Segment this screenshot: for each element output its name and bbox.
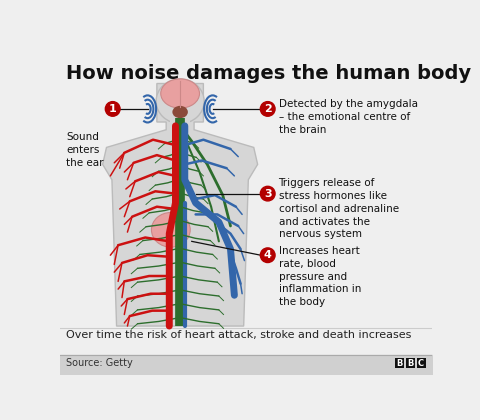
Circle shape bbox=[260, 186, 275, 201]
Ellipse shape bbox=[161, 79, 200, 108]
Ellipse shape bbox=[152, 213, 190, 247]
Circle shape bbox=[105, 102, 120, 116]
Ellipse shape bbox=[156, 79, 204, 123]
Text: Detected by the amygdala
– the emotional centre of
the brain: Detected by the amygdala – the emotional… bbox=[278, 99, 418, 134]
Text: Source: Getty: Source: Getty bbox=[66, 358, 133, 368]
Text: 2: 2 bbox=[264, 104, 272, 114]
Text: Over time the risk of heart attack, stroke and death increases: Over time the risk of heart attack, stro… bbox=[66, 330, 411, 340]
FancyBboxPatch shape bbox=[406, 358, 415, 368]
Ellipse shape bbox=[172, 106, 188, 118]
Text: 4: 4 bbox=[264, 250, 272, 260]
Text: Sound
enters
the ear: Sound enters the ear bbox=[66, 132, 104, 168]
Circle shape bbox=[260, 102, 275, 116]
Text: C: C bbox=[418, 359, 424, 368]
FancyBboxPatch shape bbox=[417, 358, 426, 368]
FancyBboxPatch shape bbox=[395, 358, 404, 368]
Text: 1: 1 bbox=[109, 104, 117, 114]
Text: B: B bbox=[396, 359, 403, 368]
Text: B: B bbox=[407, 359, 413, 368]
Text: Increases heart
rate, blood
pressure and
inflammation in
the body: Increases heart rate, blood pressure and… bbox=[278, 246, 361, 307]
Circle shape bbox=[260, 248, 275, 262]
Bar bbox=[170, 117, 190, 134]
Text: How noise damages the human body: How noise damages the human body bbox=[66, 64, 471, 83]
Text: Triggers release of
stress hormones like
cortisol and adrenaline
and activates t: Triggers release of stress hormones like… bbox=[278, 178, 399, 239]
Polygon shape bbox=[103, 84, 258, 326]
Text: 3: 3 bbox=[264, 189, 272, 199]
